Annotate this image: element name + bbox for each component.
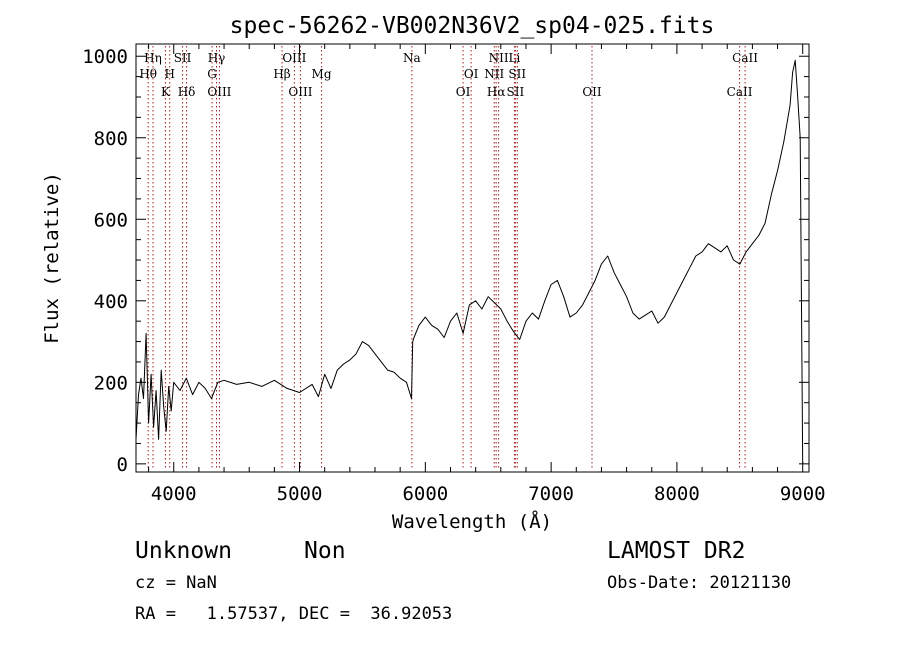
- x-tick-label: 5000: [277, 483, 323, 505]
- line-label: H: [164, 67, 174, 81]
- line-label: CaII: [732, 51, 758, 65]
- line-label: OIII: [207, 85, 231, 99]
- line-label: NII: [489, 51, 509, 65]
- line-label: K: [161, 85, 171, 99]
- line-label: OIII: [282, 51, 306, 65]
- line-label: OI: [464, 67, 479, 81]
- x-tick-label: 9000: [780, 483, 826, 505]
- line-label: Na: [403, 51, 421, 65]
- y-tick-label: 1000: [82, 46, 128, 68]
- spectrum-series: [135, 59, 804, 464]
- y-axis-label: Flux (relative): [41, 172, 63, 344]
- line-label: Hα: [487, 85, 506, 99]
- x-tick-label: 6000: [402, 483, 448, 505]
- line-label: SII: [507, 85, 525, 99]
- line-label: Hγ: [208, 51, 226, 65]
- line-label: OI: [456, 85, 471, 99]
- object-subclass: Non: [304, 538, 346, 564]
- line-label: Hδ: [178, 85, 196, 99]
- line-label: Mg: [312, 67, 332, 81]
- y-tick-label: 400: [94, 291, 128, 313]
- x-tick-label: 7000: [528, 483, 574, 505]
- line-label: Li: [508, 51, 520, 65]
- chart-title: spec-56262-VB002N36V2_sp04-025.fits: [230, 13, 715, 39]
- obs-date-text: Obs-Date: 20121130: [607, 573, 792, 593]
- x-axis-label: Wavelength (Å): [392, 510, 552, 533]
- line-label: Hη: [144, 51, 162, 65]
- y-tick-label: 200: [94, 372, 128, 394]
- line-label: CaII: [727, 85, 753, 99]
- line-label: Hβ: [273, 67, 290, 81]
- line-label: NII: [484, 67, 504, 81]
- line-label: Hθ: [139, 67, 157, 81]
- line-label: SII: [508, 67, 526, 81]
- line-label: OIII: [288, 85, 312, 99]
- x-tick-label: 4000: [151, 483, 197, 505]
- y-tick-label: 600: [94, 209, 128, 231]
- x-tick-label: 8000: [654, 483, 700, 505]
- y-tick-label: 0: [117, 454, 128, 476]
- line-label: G: [207, 67, 217, 81]
- x-axis: 4000 5000 6000 7000 8000 9000: [148, 44, 826, 505]
- line-label: SII: [174, 51, 192, 65]
- plot-frame: [135, 43, 810, 473]
- line-labels: HηHθKHSIIHδHγGOIIIOIIIHβOIIIMgNaOIOINIIN…: [139, 51, 758, 99]
- line-markers: [147, 46, 746, 470]
- survey-name: LAMOST DR2: [607, 538, 746, 564]
- y-tick-label: 800: [94, 128, 128, 150]
- y-axis: 0 200 400 600 800 1000: [82, 46, 809, 476]
- object-class: Unknown: [135, 538, 232, 564]
- line-label: OII: [582, 85, 602, 99]
- redshift-text: cz = NaN: [135, 573, 217, 593]
- coordinates-text: RA = 1.57537, DEC = 36.92053: [135, 604, 453, 624]
